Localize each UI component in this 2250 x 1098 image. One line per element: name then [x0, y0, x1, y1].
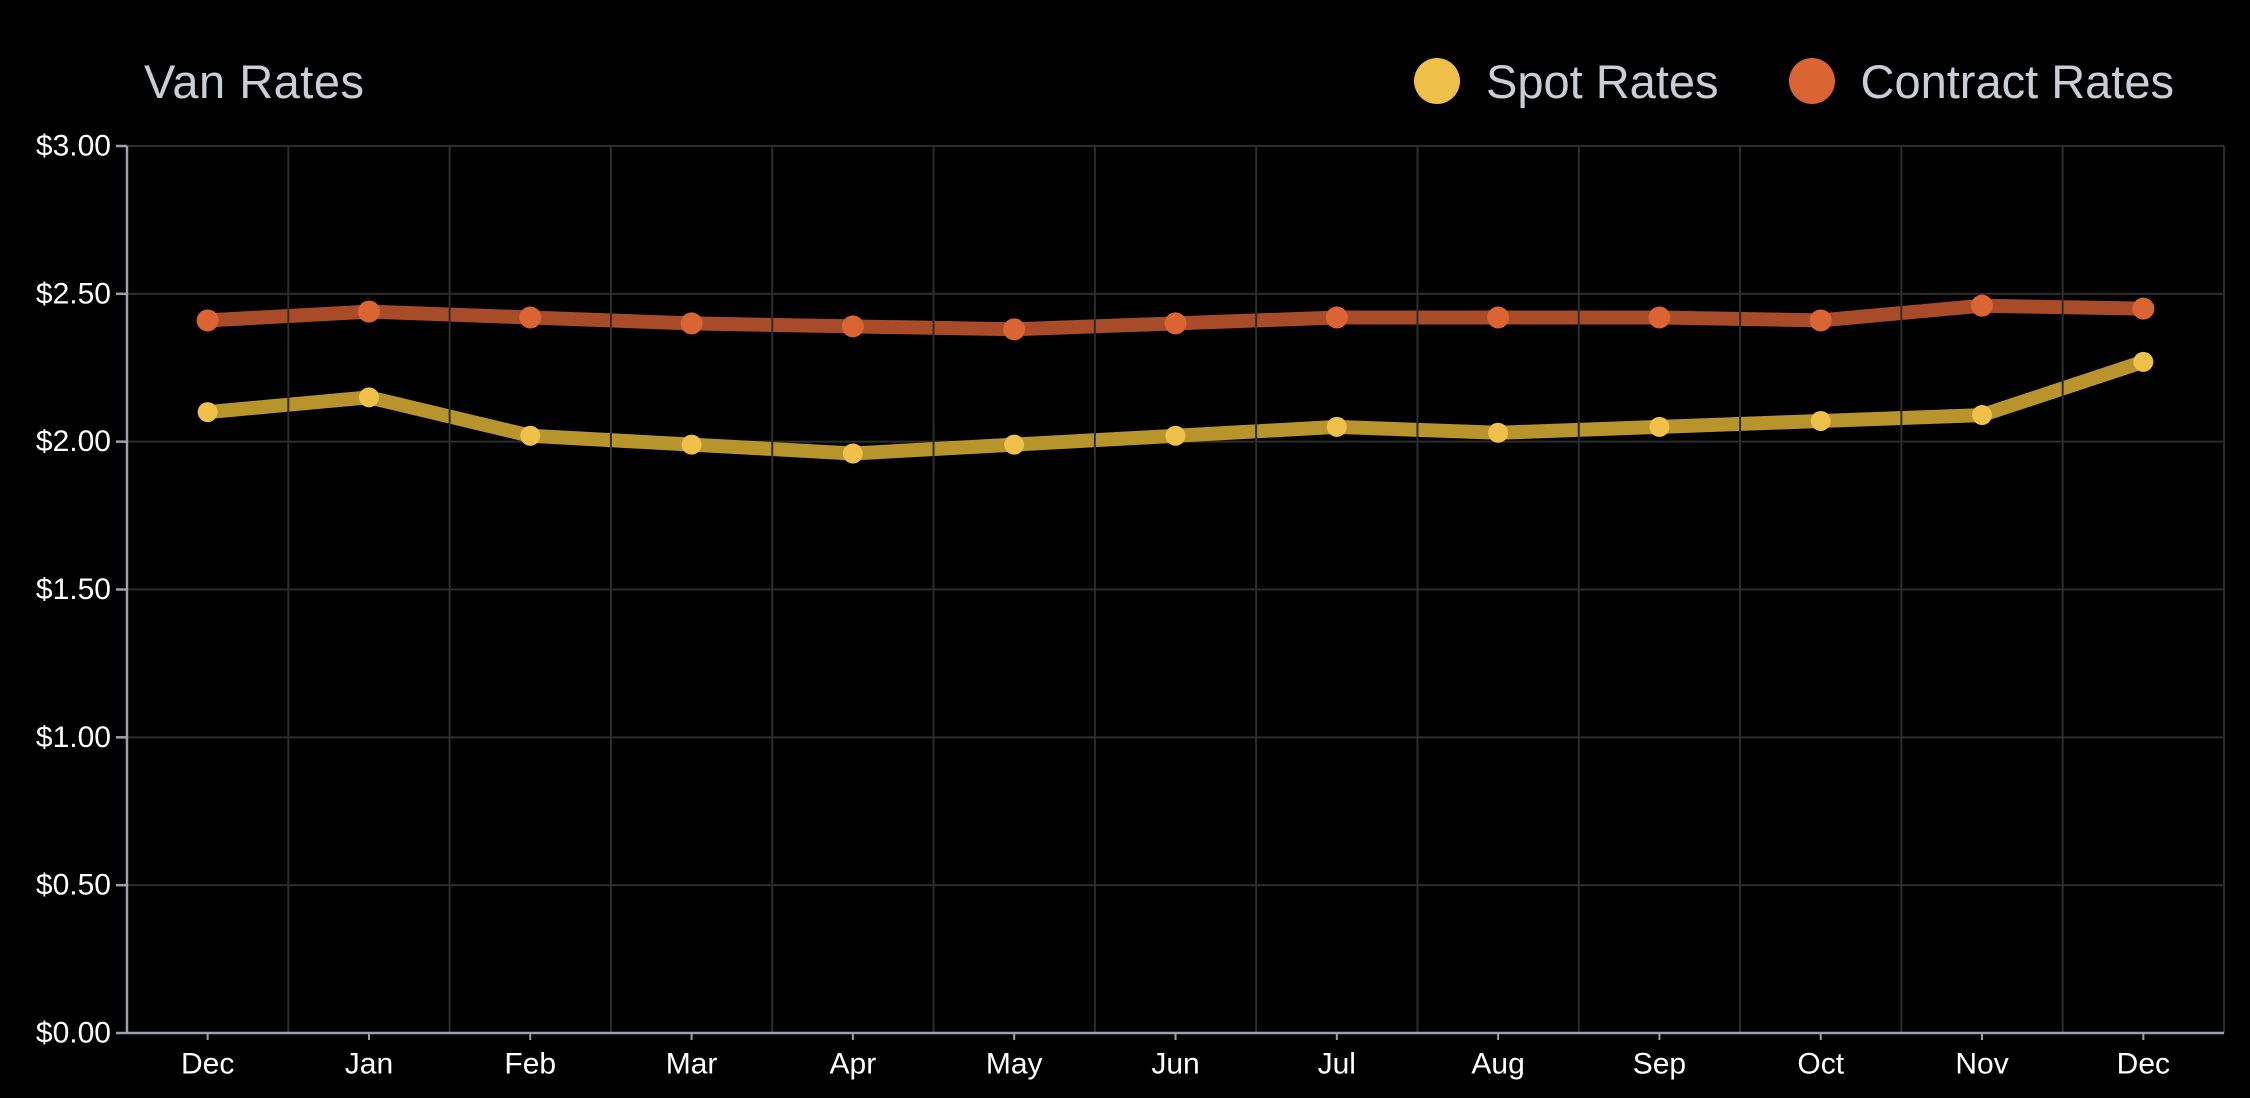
y-tick-label: $0.00 [36, 1017, 111, 1050]
spot-rates-point-Jun-6[interactable] [1165, 425, 1186, 446]
spot-rates-point-Nov-11[interactable] [1972, 405, 1993, 426]
spot-rates-point-Jul-7[interactable] [1326, 416, 1347, 437]
spot-rates-point-Sep-9[interactable] [1649, 416, 1670, 437]
x-tick-label: Oct [1797, 1048, 1844, 1081]
spot-rates-point-May-5[interactable] [1004, 434, 1025, 455]
contract-rates-point-Nov-11[interactable] [1971, 294, 1994, 317]
spot-rates-point-Jan-1[interactable] [358, 387, 379, 408]
legend-item-spot-rates[interactable]: Spot Rates [1414, 54, 1719, 109]
x-tick-label: Feb [504, 1048, 556, 1081]
spot-rates-point-Aug-8[interactable] [1488, 422, 1509, 443]
spot-rates-point-Dec-12[interactable] [2133, 351, 2154, 372]
x-tick-label: Nov [1955, 1048, 2008, 1081]
contract-rates-point-May-5[interactable] [1003, 318, 1026, 341]
contract-rates-point-Feb-2[interactable] [519, 306, 542, 329]
y-tick-label: $2.50 [36, 277, 111, 310]
legend: Spot Rates Contract Rates [1414, 54, 2174, 109]
x-tick-label: Jan [345, 1048, 393, 1081]
x-tick-label: Sep [1633, 1048, 1686, 1081]
x-tick-label: Aug [1471, 1048, 1524, 1081]
spot-rates-point-Apr-4[interactable] [842, 443, 863, 464]
contract-rates-point-Apr-4[interactable] [841, 315, 864, 338]
contract-rates-point-Jan-1[interactable] [357, 300, 380, 323]
spot-rates-swatch-icon [1414, 58, 1460, 104]
legend-label: Spot Rates [1486, 54, 1719, 108]
chart-title: Van Rates [144, 54, 365, 108]
legend-item-contract-rates[interactable]: Contract Rates [1788, 54, 2174, 109]
y-tick-label: $2.00 [36, 425, 111, 458]
contract-rates-point-Jun-6[interactable] [1164, 312, 1187, 335]
contract-rates-point-Mar-3[interactable] [680, 312, 703, 335]
contract-rates-point-Sep-9[interactable] [1648, 306, 1671, 329]
spot-rates-point-Oct-10[interactable] [1810, 410, 1831, 431]
chart-header: Van Rates Spot Rates Contract Rates [144, 52, 2174, 110]
spot-rates-point-Feb-2[interactable] [520, 425, 541, 446]
y-tick-label: $1.00 [36, 721, 111, 754]
x-tick-label: Mar [666, 1048, 718, 1081]
x-tick-label: Jun [1151, 1048, 1199, 1081]
contract-rates-point-Oct-10[interactable] [1809, 309, 1832, 332]
x-tick-label: May [986, 1048, 1043, 1081]
y-tick-label: $3.00 [36, 130, 111, 163]
contract-rates-point-Dec-12[interactable] [2132, 297, 2155, 320]
spot-rates-point-Dec-0[interactable] [197, 402, 218, 423]
contract-rates-swatch-icon [1788, 58, 1835, 104]
y-tick-label: $0.50 [36, 869, 111, 902]
contract-rates-point-Dec-0[interactable] [196, 309, 219, 332]
spot-rates-point-Mar-3[interactable] [681, 434, 702, 455]
x-tick-label: Dec [2117, 1048, 2170, 1081]
x-tick-label: Dec [181, 1048, 234, 1081]
y-tick-label: $1.50 [36, 573, 111, 606]
contract-rates-point-Jul-7[interactable] [1325, 306, 1348, 329]
contract-rates-point-Aug-8[interactable] [1487, 306, 1510, 329]
legend-label: Contract Rates [1860, 54, 2174, 108]
x-tick-label: Apr [830, 1048, 877, 1081]
x-tick-label: Jul [1318, 1048, 1356, 1081]
